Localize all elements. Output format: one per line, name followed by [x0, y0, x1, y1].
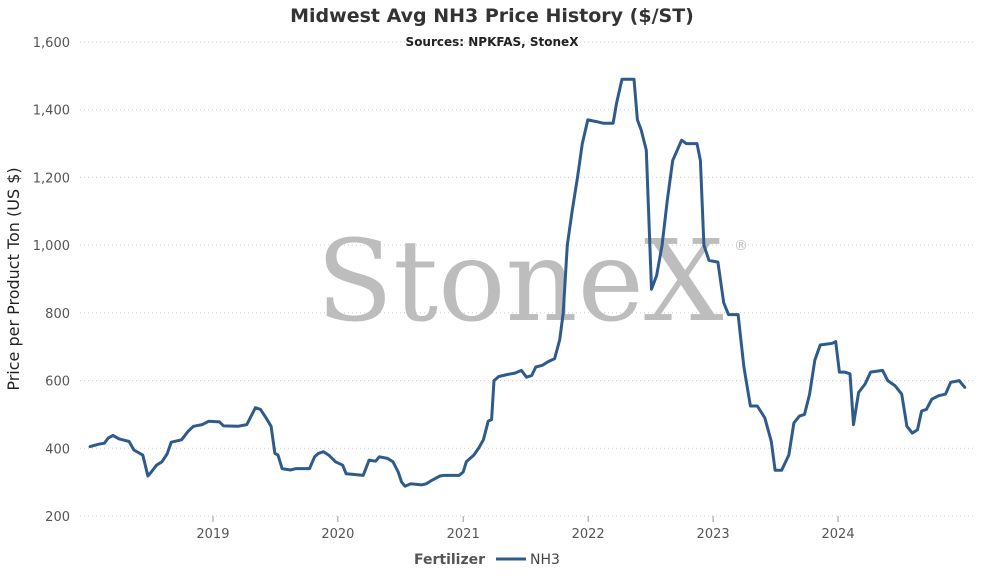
legend[interactable]: Fertilizer NH3: [414, 552, 560, 568]
series-line-nh3[interactable]: [88, 77, 967, 488]
y-tick-label-200: 200: [45, 510, 70, 525]
watermark: StoneX ®: [316, 217, 748, 347]
y-tick-label-1400: 1,400: [33, 104, 70, 119]
y-tick-label-1200: 1,200: [33, 171, 70, 186]
y-axis-label: Price per Product Ton (US $): [4, 167, 23, 390]
x-tick-label-2022: 2022: [572, 527, 605, 542]
chart-title: Midwest Avg NH3 Price History ($/ST): [290, 5, 694, 27]
watermark-registered-mark: ®: [734, 238, 748, 254]
chart-subtitle: Sources: NPKFAS, StoneX: [406, 35, 580, 49]
x-tick-label-2020: 2020: [321, 527, 354, 542]
y-tick-label-800: 800: [45, 307, 70, 322]
series-layer: [88, 77, 967, 488]
watermark-text: StoneX: [316, 217, 724, 347]
y-tick-label-400: 400: [45, 442, 70, 457]
legend-label-nh3: NH3: [530, 552, 560, 568]
y-tick-label-1000: 1,000: [33, 239, 70, 254]
x-tick-label-2019: 2019: [196, 527, 229, 542]
y-tick-label-1600: 1,600: [33, 36, 70, 51]
legend-title: Fertilizer: [414, 552, 485, 568]
x-tick-label-2021: 2021: [447, 527, 480, 542]
x-axis-ticks: 2019 2020 2021 2022 2023 2024: [196, 516, 855, 542]
x-tick-label-2024: 2024: [822, 527, 855, 542]
x-tick-label-2023: 2023: [697, 527, 730, 542]
y-tick-label-600: 600: [45, 375, 70, 390]
y-axis-ticks: 200 400 600 800 1,000 1,200 1,400 1,600: [33, 36, 70, 525]
